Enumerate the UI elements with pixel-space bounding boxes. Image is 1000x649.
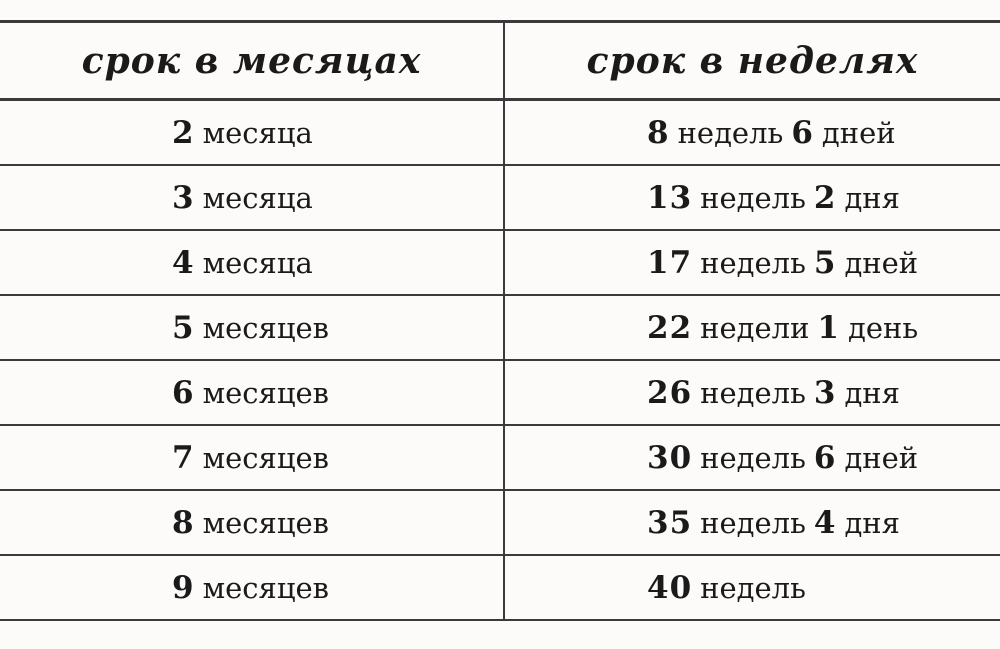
month-unit: месяцев	[202, 375, 329, 410]
weeks-unit: недели	[700, 310, 810, 345]
weeks-cell: 30 недель 6 дней	[505, 426, 1000, 489]
weeks-number: 40	[647, 569, 693, 606]
days-number: 6	[813, 439, 837, 476]
month-unit: месяца	[202, 245, 313, 280]
header-cell-months: срок в месяцах	[0, 23, 505, 98]
months-cell: 9 месяцев	[0, 556, 505, 619]
weeks-number: 30	[647, 439, 693, 476]
weeks-cell: 26 недель 3 дня	[505, 361, 1000, 424]
month-number: 4	[172, 244, 195, 281]
months-cell: 7 месяцев	[0, 426, 505, 489]
days-unit: дней	[844, 245, 919, 280]
table-row: 3 месяца 13 недель 2 дня	[0, 166, 1000, 231]
days-unit: день	[847, 310, 919, 345]
weeks-number: 35	[647, 504, 693, 541]
table-row: 4 месяца 17 недель 5 дней	[0, 231, 1000, 296]
days-unit: дня	[844, 180, 900, 215]
table-row: 7 месяцев 30 недель 6 дней	[0, 426, 1000, 491]
weeks-number: 22	[647, 309, 693, 346]
weeks-number: 8	[647, 114, 670, 151]
month-unit: месяцев	[202, 505, 329, 540]
weeks-cell: 17 недель 5 дней	[505, 231, 1000, 294]
days-number: 1	[817, 309, 840, 346]
month-number: 3	[172, 179, 195, 216]
table-row: 6 месяцев 26 недель 3 дня	[0, 361, 1000, 426]
month-unit: месяцев	[202, 310, 329, 345]
month-unit: месяцев	[202, 570, 329, 605]
table-row: 8 месяцев 35 недель 4 дня	[0, 491, 1000, 556]
days-unit: дней	[844, 440, 919, 475]
months-cell: 5 месяцев	[0, 296, 505, 359]
month-number: 6	[172, 374, 195, 411]
weeks-number: 13	[647, 179, 693, 216]
months-cell: 8 месяцев	[0, 491, 505, 554]
month-number: 8	[172, 504, 195, 541]
month-unit: месяца	[202, 115, 313, 150]
table-row: 5 месяцев 22 недели 1 день	[0, 296, 1000, 361]
header-weeks-label: срок в неделях	[586, 39, 919, 82]
days-number: 6	[791, 114, 814, 151]
weeks-number: 26	[647, 374, 693, 411]
days-unit: дня	[844, 375, 900, 410]
weeks-unit: недель	[700, 570, 806, 605]
month-unit: месяца	[202, 180, 313, 215]
month-number: 7	[172, 439, 195, 476]
months-to-weeks-table: срок в месяцах срок в неделях 2 месяца 8…	[0, 20, 1000, 621]
weeks-unit: недель	[700, 180, 806, 215]
days-number: 2	[813, 179, 837, 216]
days-number: 4	[813, 504, 837, 541]
table-row: 9 месяцев 40 недель	[0, 556, 1000, 621]
days-unit: дней	[821, 115, 896, 150]
weeks-cell: 8 недель 6 дней	[505, 101, 1000, 164]
table-row: 2 месяца 8 недель 6 дней	[0, 101, 1000, 166]
month-number: 9	[172, 569, 195, 606]
month-number: 5	[172, 309, 195, 346]
weeks-unit: недель	[700, 440, 806, 475]
weeks-cell: 13 недель 2 дня	[505, 166, 1000, 229]
weeks-cell: 40 недель	[505, 556, 1000, 619]
table-header-row: срок в месяцах срок в неделях	[0, 23, 1000, 101]
weeks-cell: 35 недель 4 дня	[505, 491, 1000, 554]
weeks-unit: недель	[700, 375, 806, 410]
weeks-number: 17	[647, 244, 693, 281]
months-cell: 4 месяца	[0, 231, 505, 294]
days-number: 3	[813, 374, 837, 411]
days-number: 5	[813, 244, 837, 281]
weeks-unit: недель	[700, 505, 806, 540]
month-unit: месяцев	[202, 440, 329, 475]
header-cell-weeks: срок в неделях	[505, 23, 1000, 98]
weeks-unit: недель	[677, 115, 784, 150]
header-months-label: срок в месяцах	[81, 39, 422, 82]
months-cell: 6 месяцев	[0, 361, 505, 424]
month-number: 2	[172, 114, 195, 151]
months-cell: 3 месяца	[0, 166, 505, 229]
days-unit: дня	[844, 505, 900, 540]
months-cell: 2 месяца	[0, 101, 505, 164]
weeks-cell: 22 недели 1 день	[505, 296, 1000, 359]
weeks-unit: недель	[700, 245, 806, 280]
